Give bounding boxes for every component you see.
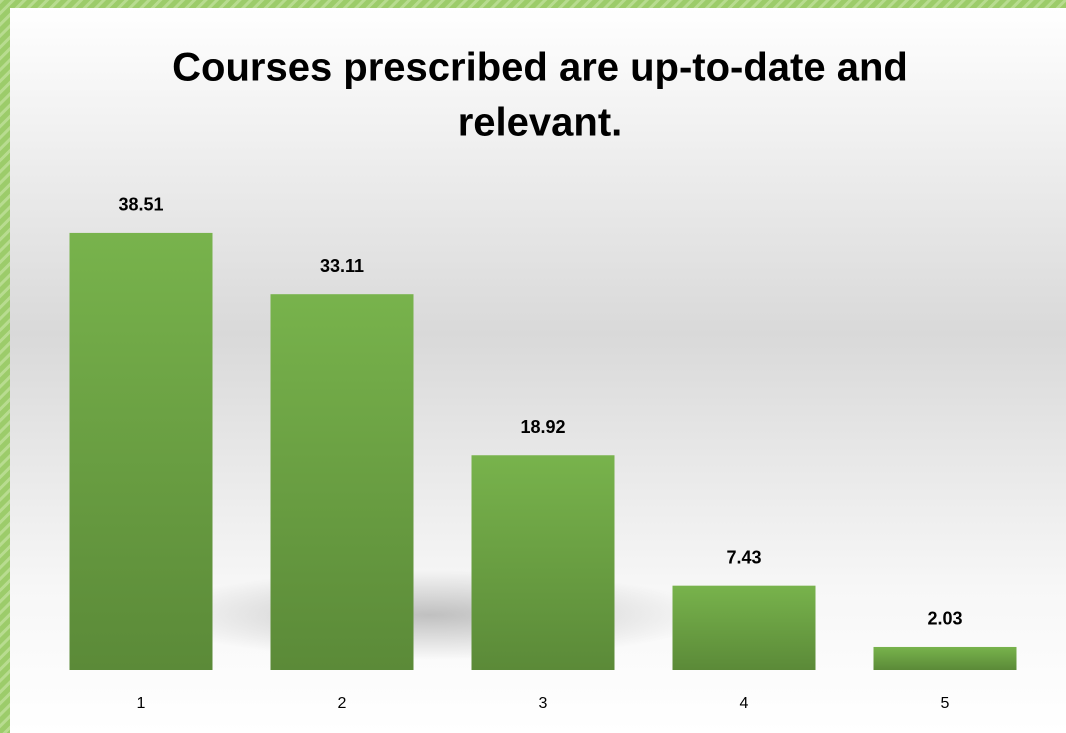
bar bbox=[471, 455, 615, 670]
x-tick-label: 1 bbox=[137, 695, 146, 712]
data-label: 38.51 bbox=[118, 195, 163, 215]
x-tick-label: 5 bbox=[941, 695, 950, 712]
bar bbox=[69, 232, 213, 670]
chart-title: relevant. bbox=[458, 101, 623, 145]
x-tick-label: 2 bbox=[338, 695, 347, 712]
bar bbox=[270, 294, 414, 670]
bar bbox=[873, 646, 1017, 670]
x-tick-label: 4 bbox=[740, 695, 749, 712]
chart-title: Courses prescribed are up-to-date and bbox=[172, 46, 908, 90]
bar bbox=[672, 585, 816, 670]
shadow bbox=[150, 570, 710, 660]
data-label: 2.03 bbox=[927, 609, 962, 629]
data-label: 7.43 bbox=[726, 547, 761, 567]
x-tick-label: 3 bbox=[539, 695, 548, 712]
data-label: 18.92 bbox=[520, 417, 565, 437]
data-label: 33.11 bbox=[320, 256, 364, 276]
